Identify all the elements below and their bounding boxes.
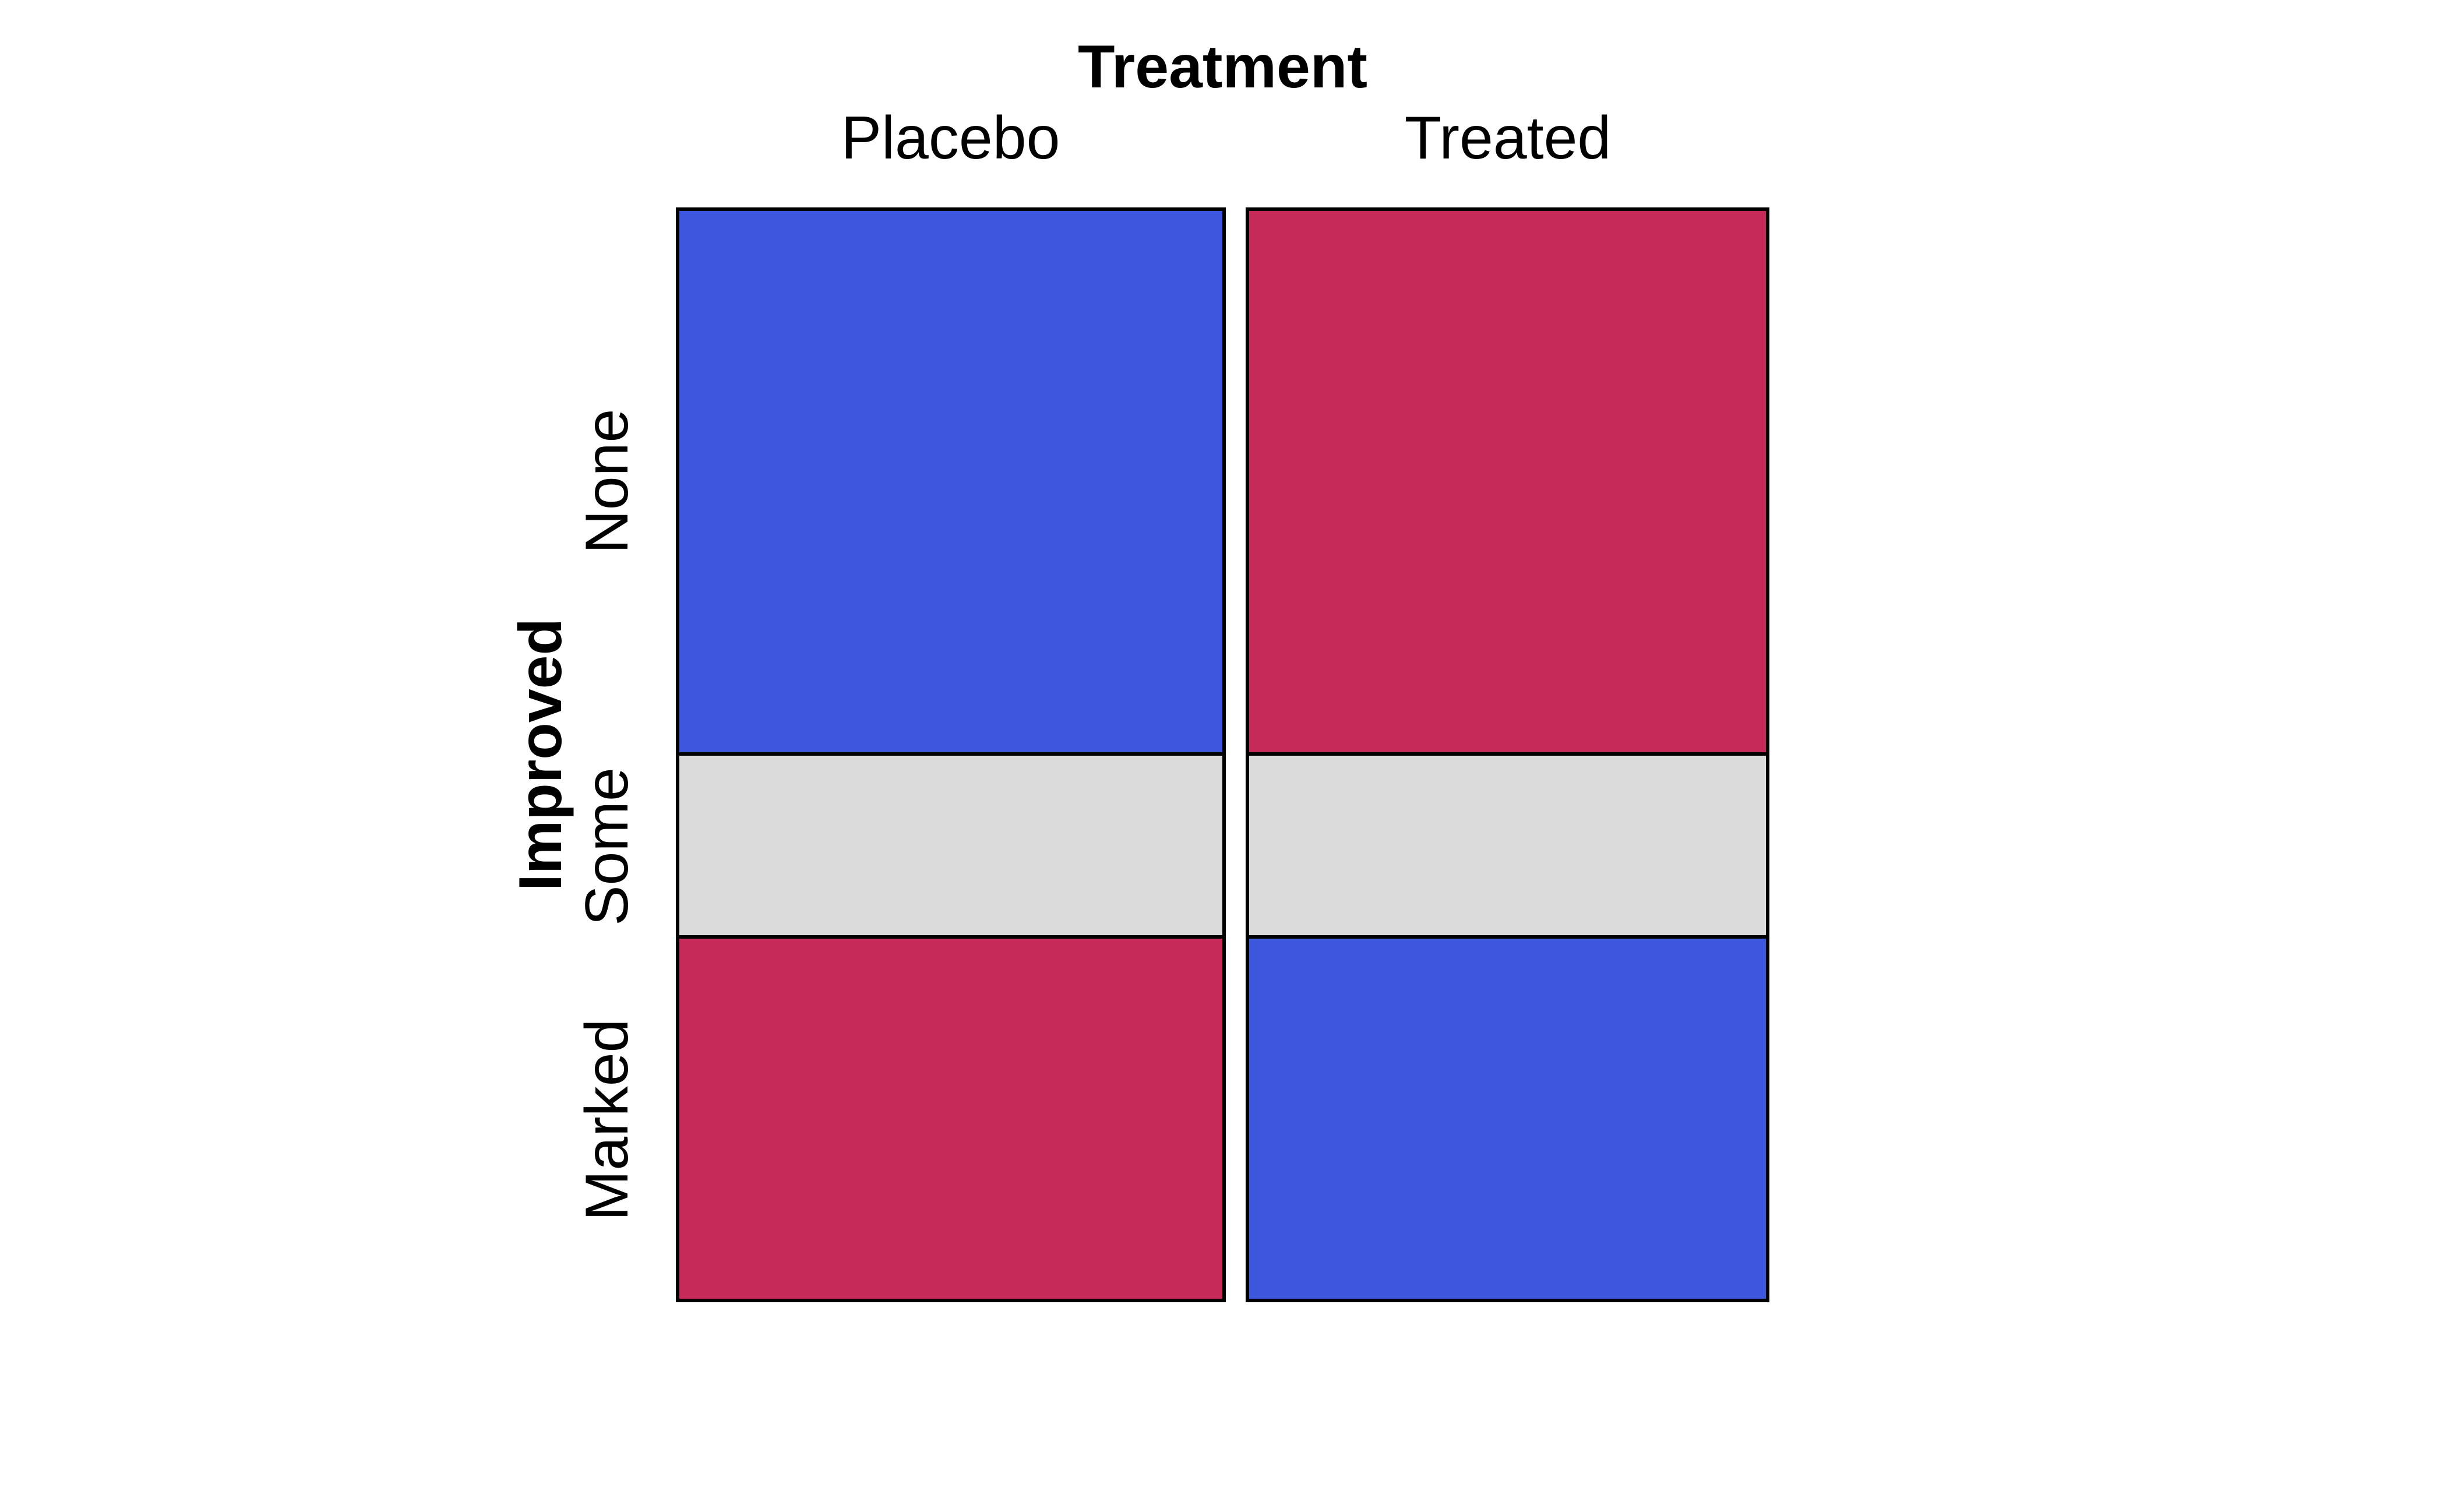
row-label-none: None <box>573 408 641 554</box>
mosaic-cell-treated-marked <box>1245 939 1769 1302</box>
mosaic-cell-placebo-none <box>676 207 1226 756</box>
mosaic-cell-treated-some <box>1245 756 1769 939</box>
mosaic-cell-placebo-marked <box>676 939 1226 1302</box>
row-label-marked: Marked <box>573 1018 641 1221</box>
x-axis-title: Treatment <box>1077 33 1368 101</box>
mosaic-column-placebo <box>676 207 1226 1302</box>
mosaic-plot <box>676 207 1769 1302</box>
mosaic-cell-placebo-some <box>676 756 1226 939</box>
column-label-placebo: Placebo <box>841 104 1060 172</box>
row-label-some: Some <box>573 767 641 926</box>
column-label-treated: Treated <box>1404 104 1612 172</box>
mosaic-cell-treated-none <box>1245 207 1769 756</box>
mosaic-column-treated <box>1245 207 1769 1302</box>
y-axis-title: Improved <box>507 618 574 891</box>
